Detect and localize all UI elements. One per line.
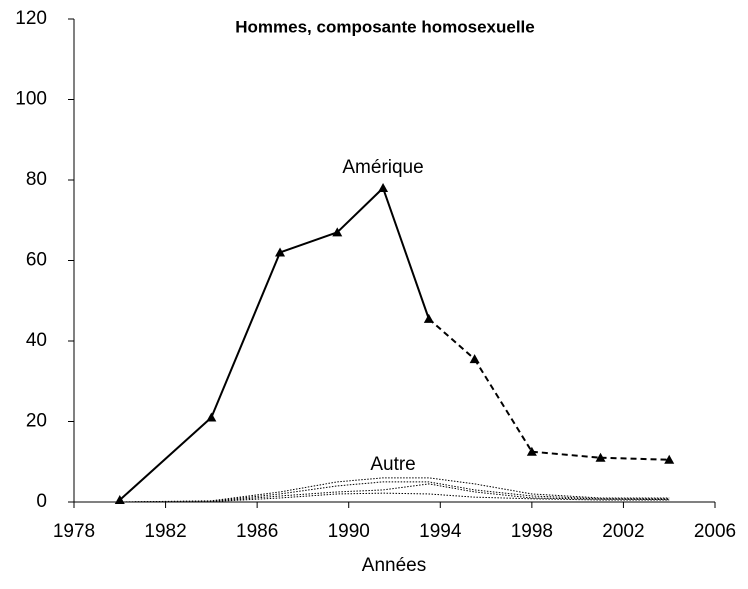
marker [378, 183, 389, 193]
line-segment [428, 318, 476, 360]
x-tick-label: 1994 [419, 521, 462, 542]
series-label: Amérique [342, 157, 423, 178]
series-line [119, 477, 670, 503]
line-segment [336, 187, 384, 234]
marker [275, 247, 286, 257]
marker [469, 354, 480, 364]
x-tick-label: 1998 [511, 521, 553, 542]
y-tick-label: 120 [15, 8, 47, 29]
series-line [119, 481, 670, 503]
line-segment [531, 450, 601, 459]
x-tick-label: 1982 [144, 521, 186, 542]
marker [332, 227, 343, 237]
annotation: Autre [370, 454, 415, 475]
line-segment [119, 416, 213, 501]
x-tick-label: 1978 [53, 521, 95, 542]
x-tick-label: 1990 [328, 521, 370, 542]
y-tick-label: 40 [26, 330, 47, 351]
series-line [119, 492, 670, 503]
y-tick-label: 0 [36, 491, 47, 512]
series-line [119, 483, 670, 503]
marker [664, 454, 675, 464]
marker [595, 452, 606, 462]
x-axis-label: Années [362, 555, 426, 576]
marker [526, 446, 537, 456]
line-segment [210, 252, 281, 418]
y-tick-label: 100 [15, 89, 47, 110]
marker [206, 412, 217, 422]
x-tick-label: 2006 [694, 521, 736, 542]
x-tick-label: 1986 [236, 521, 278, 542]
x-tick-label: 2002 [602, 521, 644, 542]
marker [423, 313, 434, 323]
line-segment [382, 187, 430, 320]
y-tick-label: 80 [26, 169, 47, 190]
line-segment [279, 231, 338, 254]
chart-title: Hommes, composante homosexuelle [235, 17, 534, 36]
y-tick-label: 20 [26, 411, 47, 432]
y-tick-label: 60 [26, 250, 47, 271]
line-segment [600, 456, 670, 461]
line-segment [473, 358, 533, 453]
marker [114, 494, 125, 504]
